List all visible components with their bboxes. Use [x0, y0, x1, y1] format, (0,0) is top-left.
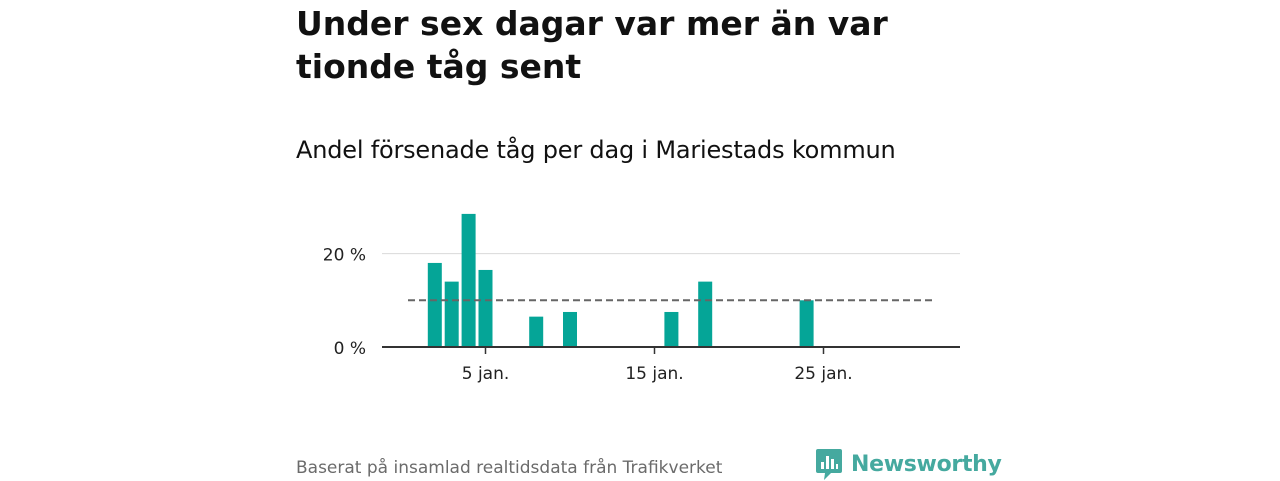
bar	[664, 311, 679, 347]
y-tick-label: 0 %	[334, 339, 366, 359]
bar	[698, 281, 713, 347]
bar	[563, 311, 577, 347]
bar-chart: 5 jan. 15 jan. 25 jan. 0 % 20 %	[323, 213, 960, 384]
bar	[461, 213, 476, 347]
chart-subtitle: Andel försenade tåg per dag i Mariestads…	[296, 136, 896, 164]
bar	[427, 262, 442, 347]
bar	[529, 316, 544, 347]
brand-logo: Newsworthy	[815, 447, 1002, 481]
chart-title: Under sex dagar var mer än var tionde tå…	[296, 4, 888, 86]
bar	[799, 300, 814, 347]
bar	[478, 269, 493, 347]
bar	[444, 281, 459, 347]
x-tick-label: 5 jan.	[462, 364, 510, 384]
brand-name: Newsworthy	[851, 451, 1002, 477]
y-tick-label: 20 %	[323, 246, 366, 266]
x-tick-label: 25 jan.	[794, 364, 852, 384]
x-tick-label: 15 jan.	[625, 364, 683, 384]
newsworthy-logo-icon	[816, 449, 842, 480]
source-note: Baserat på insamlad realtidsdata från Tr…	[296, 458, 723, 478]
